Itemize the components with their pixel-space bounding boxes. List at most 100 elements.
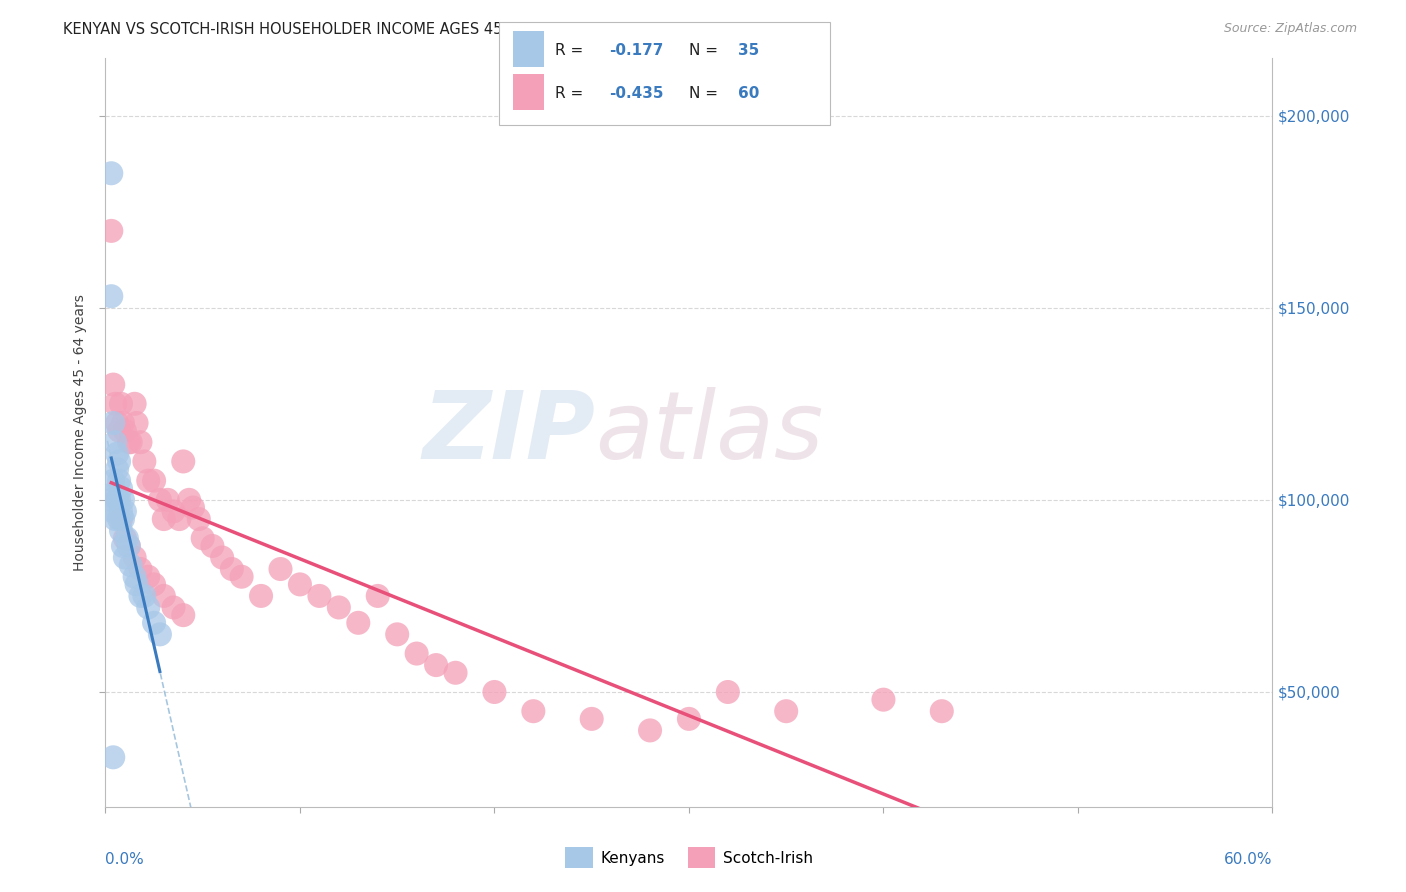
- Point: [114, 504, 136, 518]
- Point: [270, 562, 292, 576]
- Point: [201, 539, 224, 553]
- Point: [120, 435, 142, 450]
- Point: [136, 570, 159, 584]
- Point: [872, 692, 894, 706]
- Point: [111, 512, 134, 526]
- Point: [111, 539, 134, 553]
- Point: [231, 570, 253, 584]
- Point: [134, 589, 156, 603]
- Point: [385, 627, 409, 641]
- Point: [129, 435, 152, 450]
- Text: N =: N =: [689, 44, 723, 58]
- Point: [124, 550, 146, 565]
- Point: [143, 577, 166, 591]
- Point: [136, 474, 159, 488]
- Point: [775, 704, 797, 718]
- Point: [678, 712, 700, 726]
- Point: [931, 704, 953, 718]
- Point: [211, 550, 233, 565]
- Point: [156, 492, 179, 507]
- Point: [169, 512, 191, 526]
- Point: [108, 512, 131, 526]
- Point: [581, 712, 603, 726]
- Point: [104, 397, 127, 411]
- Point: [149, 627, 172, 641]
- Point: [124, 397, 146, 411]
- Point: [111, 416, 134, 430]
- Point: [110, 504, 132, 518]
- Point: [134, 454, 156, 468]
- Point: [103, 474, 125, 488]
- Text: -0.435: -0.435: [609, 87, 664, 101]
- Point: [111, 492, 134, 507]
- Point: [162, 504, 184, 518]
- Point: [308, 589, 330, 603]
- Point: [104, 435, 127, 450]
- Point: [110, 397, 132, 411]
- Point: [129, 562, 152, 576]
- Point: [162, 600, 184, 615]
- Point: [177, 492, 200, 507]
- Text: 60: 60: [738, 87, 759, 101]
- Point: [114, 550, 136, 565]
- Point: [108, 492, 131, 507]
- Point: [114, 531, 136, 545]
- Point: [108, 424, 131, 438]
- Y-axis label: Householder Income Ages 45 - 64 years: Householder Income Ages 45 - 64 years: [73, 294, 87, 571]
- Point: [367, 589, 389, 603]
- Point: [638, 723, 661, 738]
- Point: [136, 600, 159, 615]
- Point: [187, 512, 209, 526]
- Point: [221, 562, 243, 576]
- Point: [118, 435, 141, 450]
- Text: atlas: atlas: [596, 387, 824, 478]
- Point: [425, 658, 447, 673]
- Point: [125, 577, 148, 591]
- Point: [191, 531, 214, 545]
- Point: [405, 647, 427, 661]
- Point: [100, 166, 122, 180]
- Point: [347, 615, 370, 630]
- Point: [108, 474, 131, 488]
- Point: [143, 474, 166, 488]
- Text: R =: R =: [555, 87, 589, 101]
- Point: [105, 416, 128, 430]
- Point: [328, 600, 350, 615]
- Point: [250, 589, 273, 603]
- Point: [105, 462, 128, 476]
- Point: [103, 377, 125, 392]
- Legend: Kenyans, Scotch-Irish: Kenyans, Scotch-Irish: [560, 840, 818, 874]
- Point: [484, 685, 506, 699]
- Text: Source: ZipAtlas.com: Source: ZipAtlas.com: [1223, 22, 1357, 36]
- Point: [100, 224, 122, 238]
- Text: -0.177: -0.177: [609, 44, 664, 58]
- Point: [522, 704, 544, 718]
- Point: [118, 539, 141, 553]
- Text: 60.0%: 60.0%: [1225, 852, 1272, 867]
- Point: [288, 577, 311, 591]
- Point: [115, 531, 138, 545]
- Point: [120, 558, 142, 573]
- Point: [717, 685, 740, 699]
- Point: [143, 615, 166, 630]
- Point: [153, 589, 174, 603]
- Point: [149, 492, 172, 507]
- Point: [153, 512, 174, 526]
- Text: 0.0%: 0.0%: [105, 852, 145, 867]
- Point: [181, 500, 204, 515]
- Text: R =: R =: [555, 44, 589, 58]
- Point: [104, 512, 127, 526]
- Point: [118, 539, 141, 553]
- Point: [103, 416, 125, 430]
- Point: [114, 424, 136, 438]
- Point: [105, 492, 128, 507]
- Text: ZIP: ZIP: [423, 386, 596, 479]
- Point: [103, 750, 125, 764]
- Point: [172, 454, 194, 468]
- Point: [110, 481, 132, 495]
- Point: [103, 504, 125, 518]
- Point: [104, 485, 127, 500]
- Point: [108, 454, 131, 468]
- Point: [105, 447, 128, 461]
- Point: [100, 492, 122, 507]
